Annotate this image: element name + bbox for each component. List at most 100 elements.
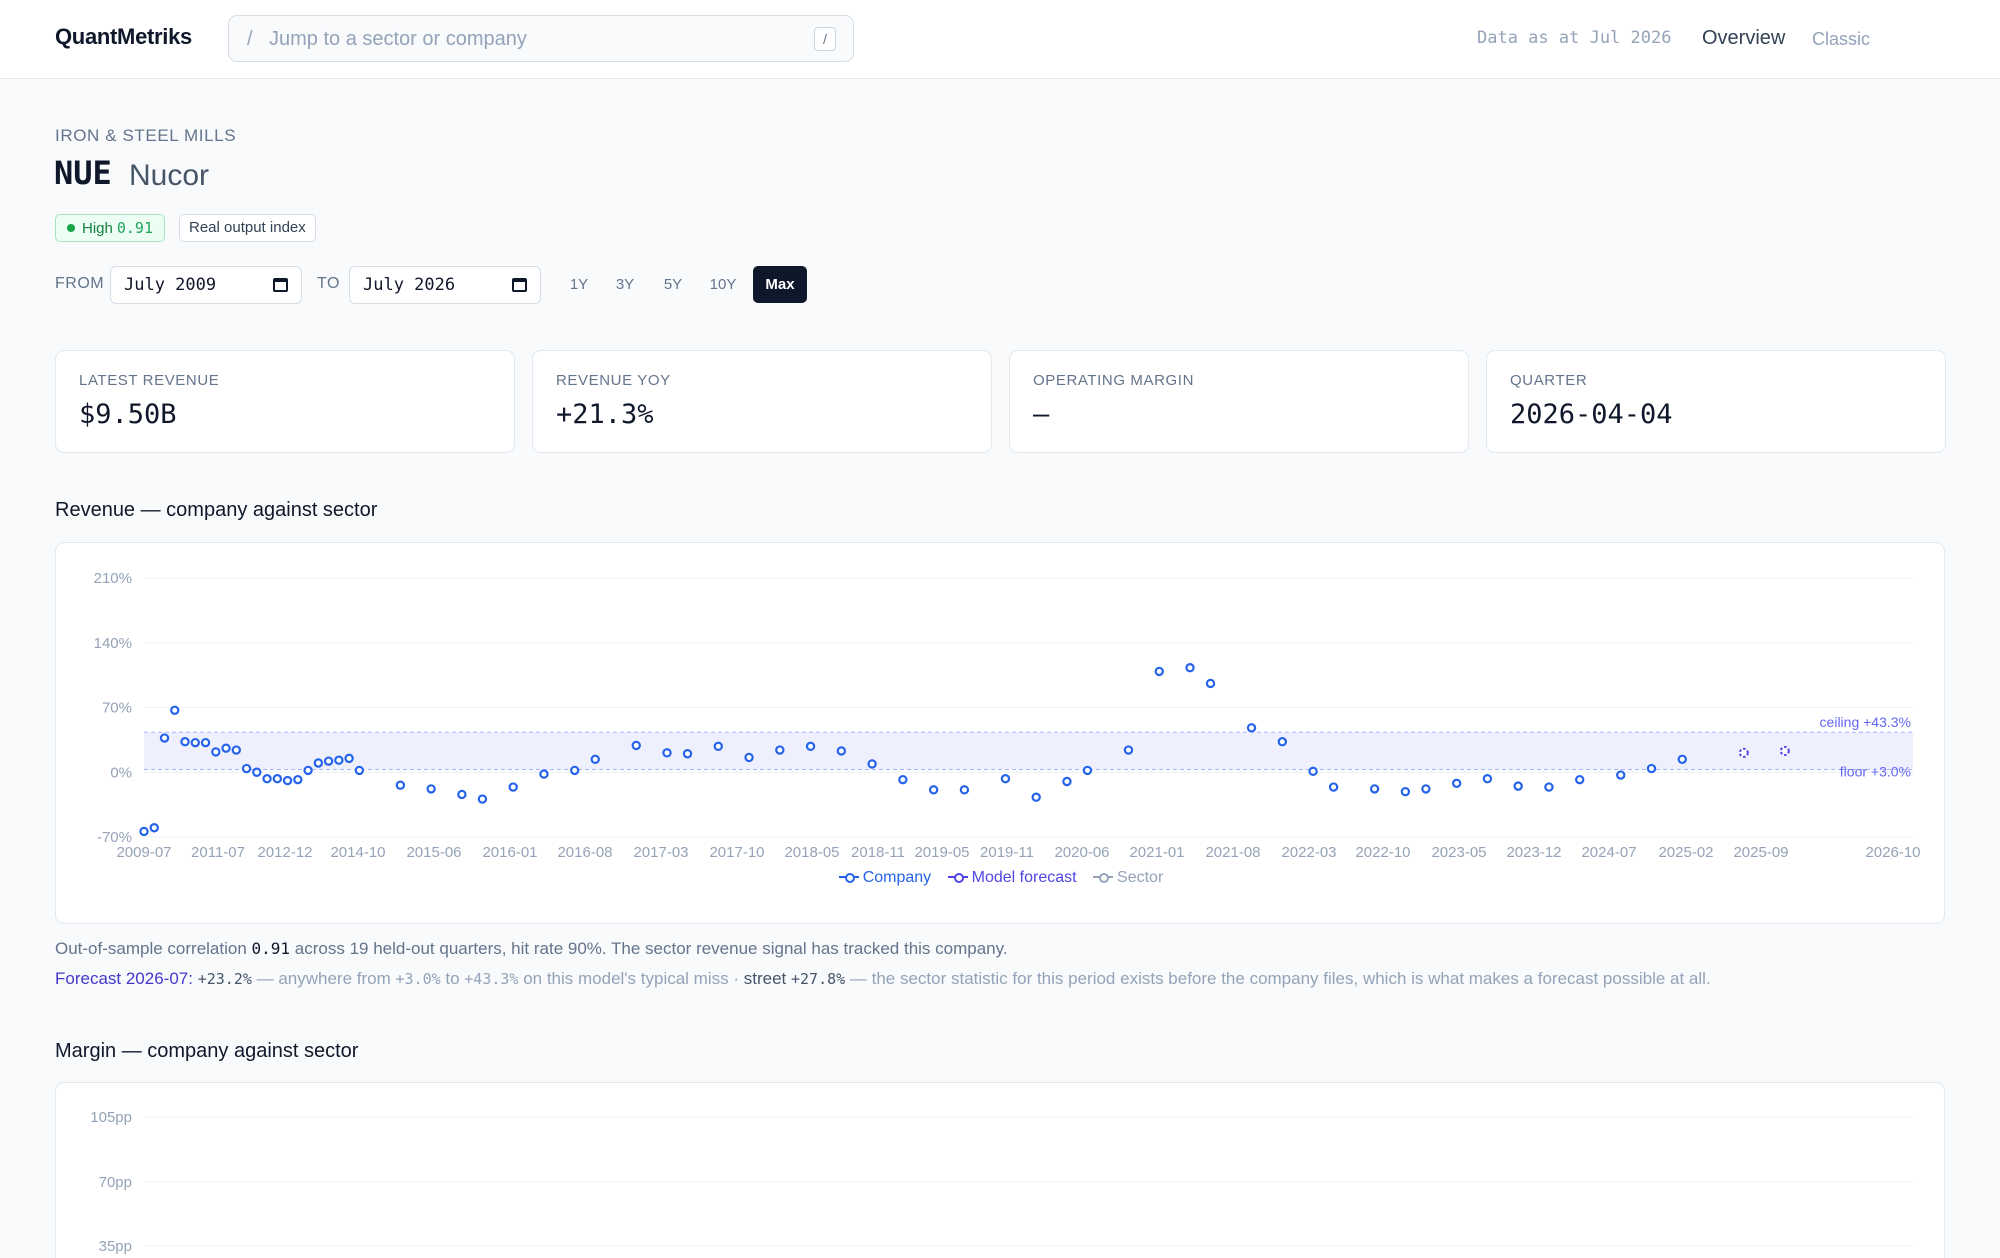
company-point: [1369, 784, 1380, 794]
x-tick-label: 2026-10: [1865, 844, 1920, 861]
forecast-point: [1779, 745, 1790, 756]
company-point: [180, 737, 190, 747]
company-point: [1544, 782, 1554, 792]
band-floor-label: floor +3.0%: [1840, 763, 1911, 779]
company-marker-icon: [838, 872, 859, 883]
search-box[interactable]: / /: [228, 15, 854, 62]
company-point: [334, 755, 344, 765]
x-tick-label: 2025-02: [1658, 844, 1713, 861]
company-point: [590, 754, 600, 764]
forecast-tail: — the sector statistic for this period e…: [845, 969, 1711, 988]
legend-company[interactable]: Company: [838, 869, 931, 887]
company-point: [354, 765, 365, 776]
nav-overview[interactable]: Overview: [1702, 27, 1786, 49]
forecast-label: Forecast 2026-07:: [55, 969, 193, 988]
company-point: [1400, 786, 1411, 797]
stat-label: LATEST REVENUE: [79, 372, 220, 389]
company-point: [1205, 678, 1216, 689]
company-ticker: NUE: [54, 154, 112, 192]
calendar-icon[interactable]: [273, 278, 288, 292]
company-point: [713, 741, 723, 752]
note-text: Out-of-sample correlation: [55, 939, 252, 958]
y-tick-label: 105pp: [90, 1109, 132, 1126]
x-tick-label: 2014-10: [330, 844, 385, 861]
y-tick-label: -70%: [97, 829, 132, 846]
from-date-input[interactable]: July 2009: [110, 266, 302, 304]
x-tick-label: 2023-12: [1506, 844, 1561, 861]
stat-value: $9.50B: [79, 399, 177, 430]
company-point: [1451, 778, 1462, 789]
company-point: [1328, 782, 1339, 792]
x-tick-label: 2011-07: [191, 844, 245, 861]
y-tick-label: 140%: [94, 635, 132, 652]
company-point: [282, 775, 293, 786]
street-value: +27.8%: [790, 970, 846, 988]
company-point: [221, 743, 231, 753]
company-point: [1031, 792, 1041, 802]
x-tick-label: 2015-06: [406, 844, 461, 861]
note-rest: across 19 held-out quarters, hit rate 90…: [290, 939, 1008, 958]
chart-legend: Company Model forecast Sector: [56, 869, 1946, 887]
company-point: [1082, 765, 1093, 776]
forecast-text: — anywhere from: [251, 969, 396, 988]
company-point: [293, 774, 303, 785]
company-point: [426, 784, 436, 794]
company-point: [344, 753, 354, 764]
from-label: FROM: [55, 275, 105, 292]
stat-label: OPERATING MARGIN: [1033, 372, 1194, 389]
company-point: [303, 765, 313, 776]
forecast-text: on this model's typical miss ·: [518, 969, 744, 988]
company-point: [1000, 774, 1011, 784]
company-point: [805, 741, 816, 752]
search-shortcut-key: /: [814, 27, 836, 51]
app-logo[interactable]: QuantMetriks: [55, 24, 192, 49]
y-tick-label: 70pp: [99, 1174, 132, 1191]
company-point: [1185, 663, 1195, 673]
street-label: street: [743, 969, 791, 988]
range-5y-button[interactable]: 5Y: [663, 276, 683, 293]
x-tick-label: 2017-10: [709, 844, 764, 861]
range-3y-button[interactable]: 3Y: [615, 276, 635, 293]
company-point: [457, 789, 467, 800]
stat-value: +21.3%: [556, 399, 654, 430]
company-point: [928, 785, 939, 795]
company-point: [744, 752, 754, 763]
stat-card-quarter: QUARTER 2026-04-04: [1486, 350, 1946, 453]
confidence-label: High: [82, 220, 113, 237]
legend-model-label: Model forecast: [971, 869, 1077, 886]
company-point: [262, 774, 272, 784]
forecast-point: [1738, 747, 1749, 758]
stat-card-revenue-yoy: REVENUE YOY +21.3%: [532, 350, 992, 453]
x-tick-label: 2022-10: [1355, 844, 1410, 861]
revenue-chart-panel: 210% 140% 70% 0% -70% ceiling +43.3% floor +3.…: [55, 542, 1945, 924]
band-ceiling-label: ceiling +43.3%: [1820, 714, 1911, 730]
y-tick-label: 210%: [94, 570, 132, 587]
range-1y-button[interactable]: 1Y: [569, 276, 589, 293]
to-date-input[interactable]: July 2026: [349, 266, 541, 304]
forecast-high: +43.3%: [464, 970, 519, 988]
y-tick-label: 35pp: [99, 1238, 132, 1255]
range-10y-button[interactable]: 10Y: [709, 276, 737, 293]
nav-classic[interactable]: Classic: [1812, 29, 1871, 49]
company-point: [477, 794, 488, 804]
company-point: [662, 748, 672, 758]
y-tick-label: 70%: [102, 700, 132, 717]
search-input[interactable]: [269, 24, 789, 54]
calendar-icon[interactable]: [512, 278, 527, 292]
margin-chart-panel: 105pp 70pp 35pp: [55, 1082, 1945, 1258]
company-point: [631, 740, 641, 751]
company-point: [539, 769, 549, 779]
company-point: [1308, 766, 1318, 777]
company-point: [159, 733, 170, 743]
stat-label: QUARTER: [1510, 372, 1588, 389]
status-dot-icon: [67, 224, 75, 232]
sector-marker-icon: [1093, 872, 1114, 883]
legend-sector[interactable]: Sector: [1093, 869, 1163, 887]
company-point: [682, 749, 693, 759]
index-badge: Real output index: [179, 214, 316, 242]
correlation-note: Out-of-sample correlation 0.91 across 19…: [55, 939, 1008, 959]
legend-model-forecast[interactable]: Model forecast: [947, 869, 1077, 887]
x-tick-label: 2017-03: [633, 844, 688, 861]
range-max-button[interactable]: Max: [753, 266, 807, 303]
x-tick-label: 2018-11: [851, 844, 905, 861]
